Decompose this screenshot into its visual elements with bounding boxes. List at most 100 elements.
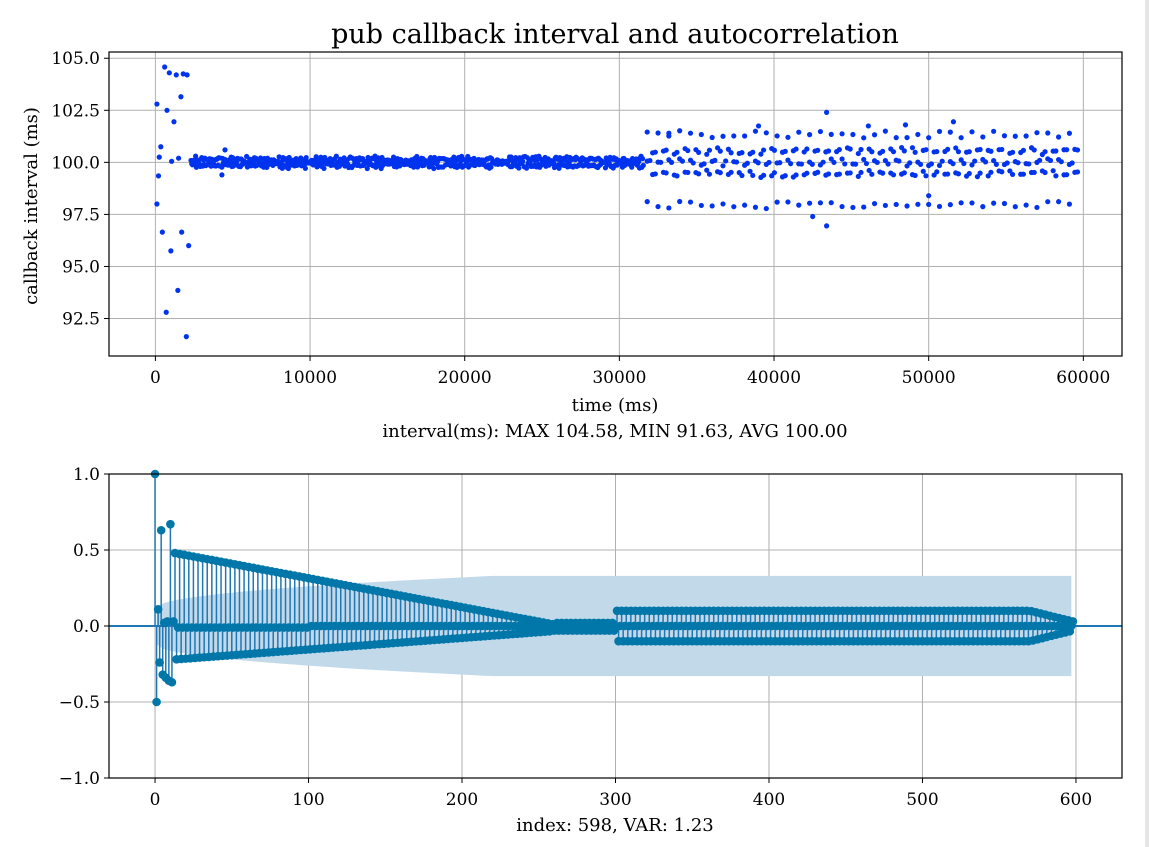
data-point bbox=[958, 200, 964, 206]
data-point bbox=[874, 159, 880, 166]
data-point bbox=[926, 201, 932, 208]
data-point bbox=[1004, 160, 1010, 166]
data-point bbox=[882, 202, 888, 209]
data-point bbox=[810, 213, 816, 220]
data-point bbox=[1053, 148, 1059, 154]
data-point bbox=[706, 147, 713, 153]
data-point bbox=[972, 158, 978, 164]
data-point bbox=[915, 131, 921, 138]
data-point bbox=[1023, 202, 1029, 208]
data-point bbox=[175, 287, 181, 294]
data-point bbox=[171, 119, 177, 125]
data-point bbox=[966, 170, 972, 177]
data-point bbox=[155, 173, 162, 179]
top-y-tick-label: 92.5 bbox=[62, 310, 100, 330]
top-x-axis-label: time (ms) bbox=[572, 395, 659, 416]
data-point bbox=[1001, 133, 1008, 139]
data-point bbox=[912, 172, 918, 179]
data-point bbox=[966, 149, 972, 155]
data-point bbox=[1020, 171, 1027, 177]
data-point bbox=[774, 199, 780, 205]
data-point bbox=[179, 229, 185, 235]
data-point bbox=[763, 130, 769, 136]
data-point bbox=[991, 200, 997, 206]
top-x-tick-label: 30000 bbox=[592, 368, 646, 388]
data-point bbox=[166, 70, 172, 76]
data-point bbox=[836, 146, 842, 153]
data-point bbox=[774, 133, 780, 139]
data-point bbox=[890, 149, 897, 155]
data-point bbox=[861, 135, 867, 141]
data-point bbox=[303, 154, 309, 161]
data-point bbox=[980, 134, 986, 140]
data-point bbox=[912, 149, 918, 155]
bottom-x-tick-label: 400 bbox=[753, 790, 785, 810]
data-point bbox=[186, 243, 192, 249]
data-point bbox=[969, 200, 975, 206]
data-point bbox=[1069, 160, 1075, 166]
data-point bbox=[793, 172, 799, 178]
data-point bbox=[720, 163, 726, 169]
data-point bbox=[1045, 199, 1051, 205]
data-point bbox=[1042, 169, 1048, 176]
data-point bbox=[839, 156, 845, 162]
data-point bbox=[652, 171, 658, 177]
data-point bbox=[1015, 160, 1021, 166]
data-point bbox=[863, 160, 870, 167]
data-point bbox=[1001, 200, 1008, 207]
data-point bbox=[945, 146, 951, 152]
bottom-x-tick-label: 500 bbox=[906, 790, 938, 810]
data-point bbox=[717, 148, 723, 154]
data-point bbox=[1074, 147, 1081, 153]
data-point bbox=[685, 169, 691, 176]
data-point bbox=[1034, 204, 1040, 211]
data-point bbox=[333, 153, 339, 159]
data-point bbox=[556, 165, 562, 171]
stem-marker bbox=[155, 658, 164, 667]
data-point bbox=[953, 145, 959, 151]
data-point bbox=[1066, 201, 1073, 207]
data-point bbox=[758, 151, 764, 157]
stem-marker bbox=[153, 604, 163, 614]
data-point bbox=[934, 148, 940, 155]
data-point bbox=[855, 150, 861, 157]
data-point bbox=[785, 157, 791, 163]
data-point bbox=[917, 161, 924, 168]
top-y-tick-label: 100.0 bbox=[51, 153, 100, 173]
top-y-tick-label: 102.5 bbox=[51, 101, 100, 121]
data-point bbox=[936, 128, 943, 135]
stem-marker bbox=[152, 697, 161, 707]
data-point bbox=[701, 161, 707, 167]
data-point bbox=[158, 144, 164, 150]
data-point bbox=[901, 170, 907, 176]
top-plot-frame bbox=[108, 51, 1123, 357]
data-point bbox=[936, 162, 943, 169]
autocorrelation-stem-chart: 0 100 200 300 400 500 600 −1.0 −0.5 0.0 0.5 1.0 ind… bbox=[59, 465, 1123, 836]
data-point bbox=[731, 204, 737, 210]
data-point bbox=[871, 200, 878, 207]
data-point bbox=[1020, 147, 1027, 153]
data-point bbox=[644, 129, 650, 135]
data-point bbox=[178, 94, 184, 100]
data-point bbox=[763, 205, 769, 212]
data-point bbox=[947, 129, 953, 135]
data-point bbox=[655, 203, 661, 210]
data-point bbox=[696, 171, 702, 177]
data-point bbox=[902, 122, 909, 128]
top-x-tick-label: 40000 bbox=[747, 368, 801, 388]
data-point bbox=[752, 204, 759, 210]
data-point bbox=[945, 171, 951, 177]
bottom-x-axis-label: index: 598, VAR: 1.23 bbox=[516, 815, 713, 836]
data-point bbox=[164, 107, 170, 113]
top-tick-labels: 0 10000 20000 30000 40000 50000 60000 92.5 95.0 9… bbox=[51, 49, 1110, 388]
data-point bbox=[928, 161, 934, 167]
data-point bbox=[907, 160, 913, 166]
data-point bbox=[709, 203, 715, 209]
data-point bbox=[184, 72, 190, 78]
data-point bbox=[1023, 133, 1029, 139]
data-point bbox=[173, 72, 179, 78]
data-point bbox=[934, 169, 940, 175]
data-point bbox=[431, 165, 437, 172]
data-point bbox=[652, 149, 658, 155]
data-point bbox=[785, 199, 791, 205]
